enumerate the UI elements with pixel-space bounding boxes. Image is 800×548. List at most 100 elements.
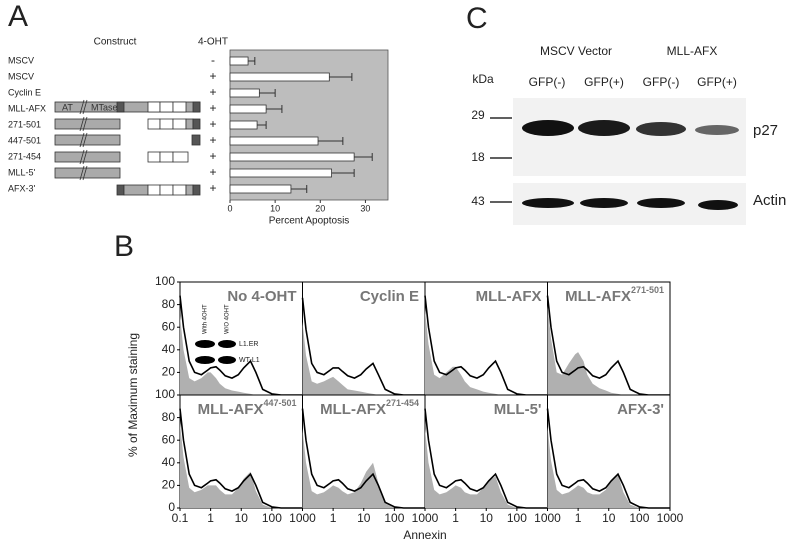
x-tick-label: 30	[360, 203, 370, 213]
bar	[229, 104, 267, 114]
x-axis-label: Percent Apoptosis	[269, 216, 350, 227]
inset-row: L1.ER	[239, 341, 258, 348]
x-tick-label: 1	[330, 511, 337, 525]
x-axis-label: Annexin	[403, 528, 446, 542]
inset-blot	[218, 356, 236, 364]
x-tick-label: 10	[480, 511, 494, 525]
histogram-line	[179, 295, 303, 396]
treatment-label: +	[209, 69, 216, 83]
histogram-area	[425, 428, 548, 508]
treatment-label: +	[209, 181, 216, 195]
treatment-label: -	[211, 53, 215, 67]
histogram-line	[301, 408, 425, 509]
protein-label: Actin	[753, 192, 786, 209]
panel-title-text: Cyclin E	[360, 288, 419, 305]
x-tick-label: 1000	[412, 511, 439, 525]
histogram-line	[301, 297, 425, 396]
panel-title-text: MLL-AFX	[198, 401, 264, 418]
category-label: Cyclin E	[8, 87, 41, 97]
protein-label: p27	[753, 122, 778, 139]
panel-label: B	[114, 230, 134, 263]
panel-label: C	[466, 2, 488, 35]
x-tick-label: 10	[357, 511, 371, 525]
y-tick-label: 60	[162, 432, 176, 446]
panel-title: MLL-AFX271-501	[565, 285, 664, 305]
panel-title-text: AFX-3'	[617, 401, 664, 418]
x-tick-label: 1	[575, 511, 582, 525]
treatment-label: +	[209, 133, 216, 147]
category-label: AFX-3'	[8, 183, 36, 193]
histogram-area	[180, 423, 303, 508]
category-label: MLL-AFX	[8, 103, 46, 113]
lane-label: GFP(+)	[697, 75, 737, 89]
panel-title-sup: 271-501	[631, 285, 664, 295]
y-tick-label: 80	[162, 410, 176, 424]
histogram-line	[546, 408, 670, 509]
x-tick-label: 1000	[289, 511, 316, 525]
panel-title: MLL-AFX271-454	[320, 398, 419, 418]
treatment-label: +	[209, 101, 216, 115]
blot-p27	[513, 98, 746, 176]
y-axis-label: % of Maximum staining	[126, 333, 140, 457]
domain-label: AT	[62, 102, 73, 112]
plot-frame	[179, 281, 303, 396]
histogram-area	[547, 426, 670, 508]
bar	[229, 168, 332, 178]
y-tick-label: 40	[162, 455, 176, 469]
panel-title: No 4-OHT	[227, 288, 296, 305]
panel-title-text: MLL-AFX	[565, 288, 631, 305]
inset-blot	[195, 340, 215, 348]
marker-label: 43	[471, 194, 485, 208]
y-tick-label: 40	[162, 342, 176, 356]
unit-label: kDa	[472, 72, 494, 86]
x-tick-label: 100	[629, 511, 649, 525]
panel-title-sup: 271-454	[386, 398, 419, 408]
panel-a-chart: 0 10 20 30 Percent Apoptosis MSCV - MSCV + Cyclin…	[8, 49, 389, 227]
marker-label: 29	[471, 108, 485, 122]
histogram-area	[180, 315, 303, 395]
inset-blot	[218, 340, 236, 348]
treatment-label: +	[209, 85, 216, 99]
x-tick-label: 20	[315, 203, 325, 213]
category-label: MSCV	[8, 71, 34, 81]
histogram-line	[179, 408, 303, 509]
lane-label: GFP(-)	[643, 75, 680, 89]
x-tick-label: 10	[270, 203, 280, 213]
x-tick-label: 1	[452, 511, 459, 525]
x-tick-label: 0.1	[172, 511, 189, 525]
lane-label: GFP(-)	[529, 75, 566, 89]
group-label: MSCV Vector	[540, 44, 612, 58]
panel-title-text: MLL-AFX	[476, 288, 542, 305]
y-tick-label: 0	[168, 500, 175, 514]
panel-title-text: MLL-5'	[494, 401, 542, 418]
x-tick-label: 1	[207, 511, 214, 525]
bar	[229, 88, 260, 98]
panel-title: AFX-3'	[617, 401, 664, 418]
category-label: MSCV	[8, 55, 34, 65]
treatment-label: +	[209, 165, 216, 179]
treatment-label: +	[209, 149, 216, 163]
panel-label: A	[8, 0, 28, 33]
histogram-area	[302, 428, 425, 508]
bar	[229, 152, 355, 162]
bar	[229, 56, 249, 66]
y-tick-label: 80	[162, 297, 176, 311]
treatment-label: +	[209, 117, 216, 131]
inset-column: With 4OHT	[203, 304, 209, 334]
x-tick-label: 100	[384, 511, 404, 525]
bar	[229, 72, 330, 82]
inset-row: WT-L1	[239, 357, 260, 364]
category-label: MLL-5'	[8, 167, 36, 177]
marker-label: 18	[471, 150, 485, 164]
x-tick-label: 100	[507, 511, 527, 525]
category-label: 447-501	[8, 135, 41, 145]
inset-column: W/O 4OHT	[225, 304, 231, 334]
x-tick-label: 100	[262, 511, 282, 525]
panel-title-text: No 4-OHT	[227, 288, 296, 305]
category-label: 271-501	[8, 119, 41, 129]
bar	[229, 184, 292, 194]
x-tick-label: 1000	[657, 511, 684, 525]
panel-title: MLL-AFX	[476, 288, 542, 305]
histogram-line	[424, 408, 548, 509]
